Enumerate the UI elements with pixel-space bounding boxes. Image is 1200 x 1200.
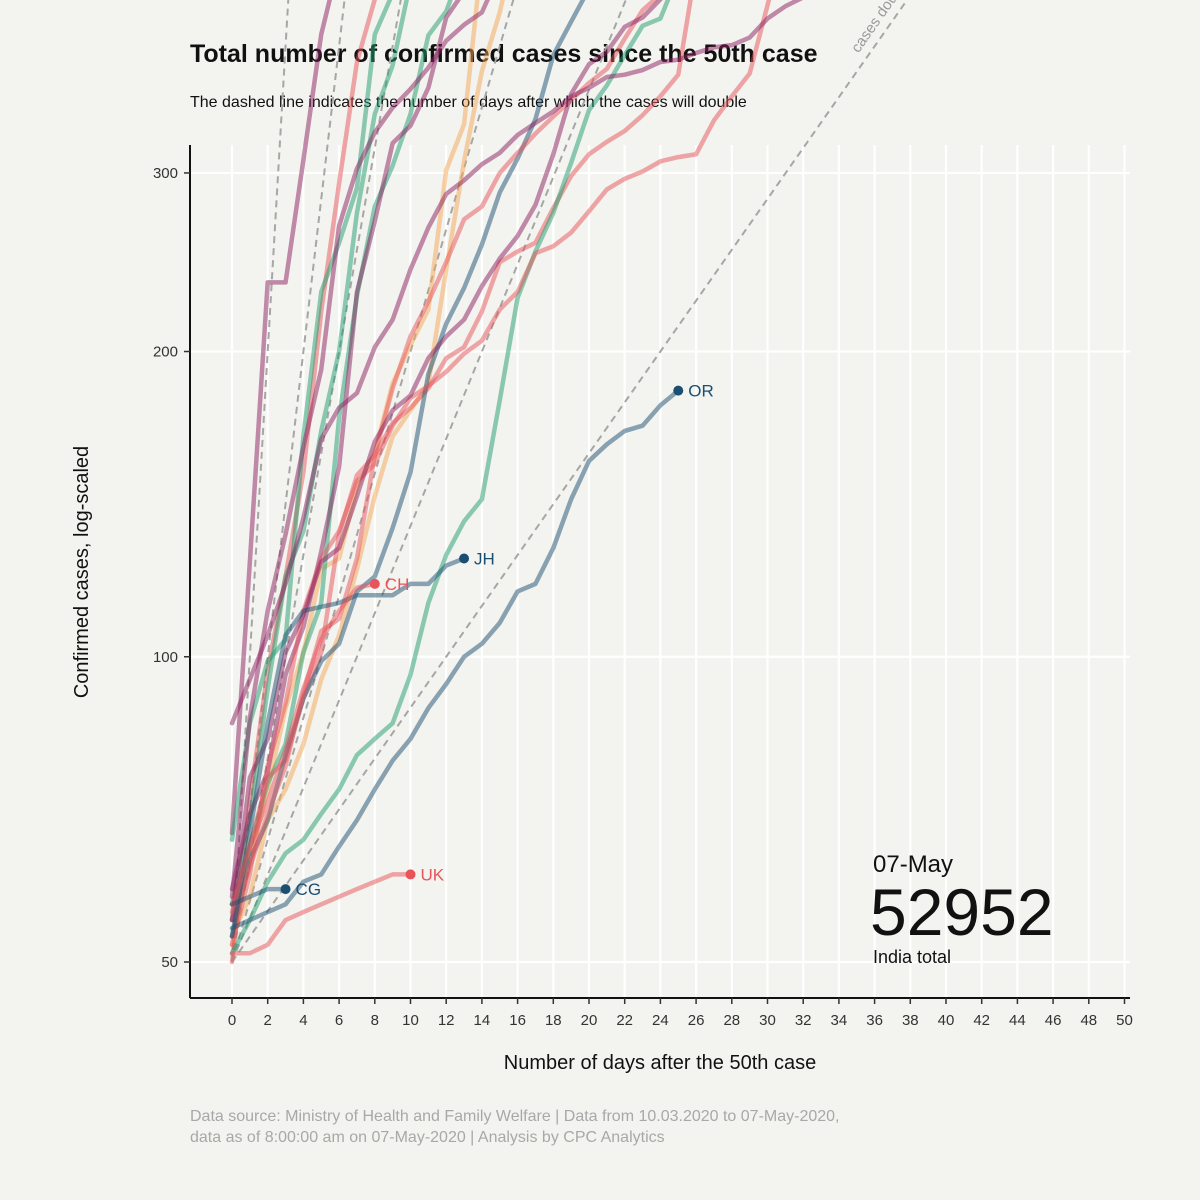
series-label-jh: JH [474,549,495,568]
series-line-or [229,388,681,931]
x-tick-label: 28 [723,1012,740,1029]
doubling-line [231,0,909,963]
grid [190,145,1130,998]
x-tick-label: 38 [902,1012,919,1029]
x-tick-label: 4 [299,1012,307,1029]
x-tick-label: 24 [652,1012,669,1029]
x-tick-label: 46 [1045,1012,1062,1029]
x-tick-label: 2 [264,1012,272,1029]
x-tick-label: 20 [581,1012,598,1029]
doubling-line-label: cases double every 12 days [848,0,969,56]
x-tick-label: 34 [831,1012,848,1029]
series-line-rj [229,0,409,907]
series-endpoint-jh [459,553,470,564]
source-line-2: data as of 8:00:00 am on 07-May-2020 | A… [190,1129,665,1146]
y-tick-label: 200 [153,344,178,361]
series-line-kl [229,0,803,726]
x-tick-label: 8 [371,1012,379,1029]
x-tick-label: 40 [938,1012,955,1029]
y-tick-label: 100 [153,649,178,666]
y-tick-label: 300 [153,165,178,182]
axes: 0 2 4 6 8 10 12 14 16 18 20 22 24 26 28 30 32 34 36 38 40 42 4… [153,145,1133,1029]
series-line-jk [229,0,658,923]
series-line-ka [229,0,663,923]
series-line-ap [229,0,490,899]
series-line-dl [229,0,377,965]
source-line-1: Data source: Ministry of Health and Fami… [190,1108,840,1125]
series-line-up [229,0,453,923]
x-tick-label: 16 [509,1012,526,1029]
series-label-uk: UK [421,865,445,884]
x-tick-label: 6 [335,1012,343,1029]
series-label-cg: CG [296,880,322,899]
series-line-mp [229,0,393,842]
x-tick-label: 0 [228,1012,236,1029]
series-endpoint-uk [405,869,416,880]
series-line-hr [229,0,772,947]
series-endpoint-ch [369,578,380,589]
annotation-date: 07-May [873,851,953,878]
series-line-ch [229,581,378,915]
x-tick-label: 48 [1080,1012,1097,1029]
x-tick-label: 22 [616,1012,633,1029]
x-tick-label: 32 [795,1012,812,1029]
annotation-total: 52952 [870,875,1054,949]
series-endpoint-or [673,385,684,396]
y-axis-title: Confirmed cases, log-scaled [71,446,93,698]
series-line-tg [229,0,461,892]
x-tick-label: 14 [474,1012,491,1029]
y-tick-label: 50 [161,954,178,971]
annotation-label: India total [873,947,951,967]
x-tick-label: 42 [973,1012,990,1029]
series-lines [229,0,803,965]
doubling-line [231,0,515,963]
series-endpoint-cg [280,884,291,895]
x-axis-title: Number of days after the 50th case [504,1052,816,1074]
x-tick-label: 10 [402,1012,419,1029]
series-line-cg [229,886,288,907]
series-label-or: OR [688,382,714,401]
chart-title: Total number of confirmed cases since th… [190,40,818,68]
series-line-bh [229,0,671,956]
x-tick-label: 44 [1009,1012,1026,1029]
x-tick-label: 36 [866,1012,883,1029]
series-line-uk [229,872,413,956]
x-tick-label: 26 [688,1012,705,1029]
data-source-note: Data source: Ministry of Health and Fami… [190,1106,840,1148]
series-line-pb [229,0,693,907]
x-tick-label: 18 [545,1012,562,1029]
x-tick-label: 30 [759,1012,776,1029]
series-label-ch: CH [385,575,410,594]
series-labels: MHGJDLTNRJMPUPAPPBWBTGJKBHHRKAKLORJHCHCG… [280,382,714,899]
x-tick-label: 12 [438,1012,455,1029]
doubling-line [231,0,627,963]
series-line-wb [229,0,586,939]
x-tick-label: 50 [1116,1012,1133,1029]
